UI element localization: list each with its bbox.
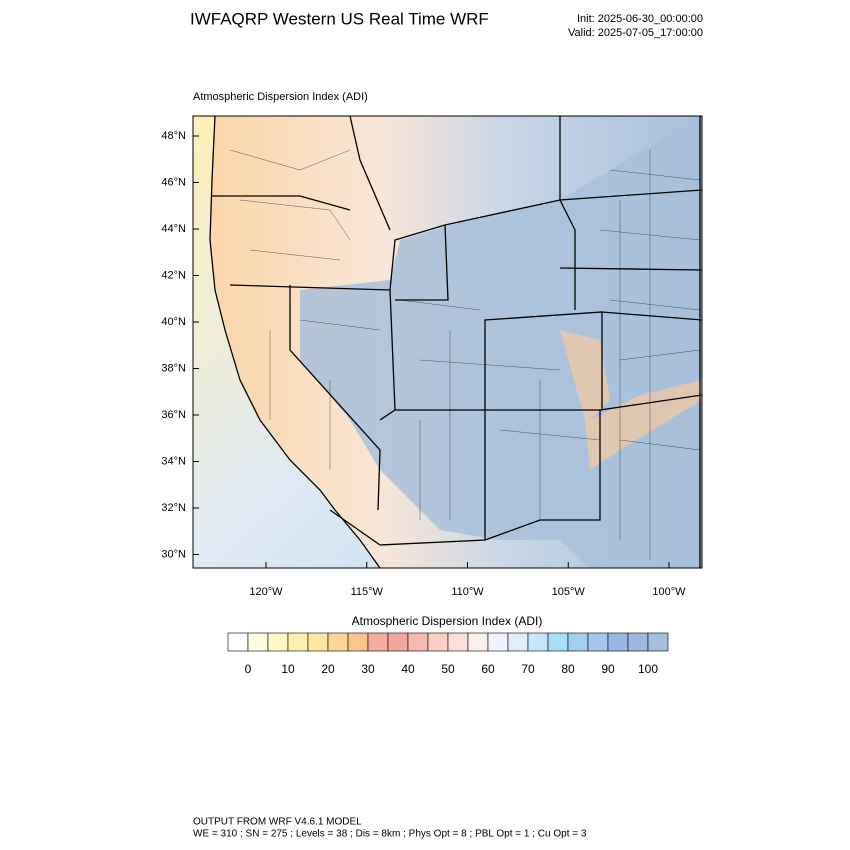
footer-line: WE = 310 ; SN = 275 ; Levels = 38 ; Dis … (193, 829, 587, 840)
colorbar-tick-label: 100 (638, 662, 658, 676)
init-time: Init: 2025-06-30_00:00:00 (577, 13, 703, 25)
colorbar-tick-label: 50 (441, 662, 455, 676)
colorbar-tick-label: 40 (401, 662, 415, 676)
map-frame (192, 115, 703, 569)
valid-time: Valid: 2025-07-05_17:00:00 (568, 27, 703, 39)
lon-label: 115°W (351, 586, 384, 598)
colorbar-tick-label: 70 (521, 662, 535, 676)
colorbar-tick-label: 30 (361, 662, 375, 676)
map-title: Atmospheric Dispersion Index (ADI) (193, 91, 368, 103)
lon-label: 110°W (451, 586, 484, 598)
lat-label: 34°N (161, 455, 186, 467)
lon-label: 105°W (552, 586, 586, 598)
colorbar-box (267, 632, 289, 652)
colorbar-box (647, 632, 669, 652)
colorbar-box (587, 632, 609, 652)
lon-label: 120°W (249, 586, 283, 598)
colorbar-box (467, 632, 489, 652)
colorbar: 0 10 20 30 40 50 60 70 80 90 100 (227, 632, 669, 676)
colorbar-box (327, 632, 349, 652)
footer-line: OUTPUT FROM WRF V4.6.1 MODEL (193, 817, 362, 828)
lat-label: 48°N (161, 130, 186, 142)
lat-label: 36°N (161, 409, 186, 421)
colorbar-box (487, 632, 509, 652)
lon-label: 100°W (652, 586, 686, 598)
lat-label: 46°N (161, 176, 186, 188)
lat-label: 42°N (161, 269, 186, 281)
colorbar-box (347, 632, 369, 652)
colorbar-box (607, 632, 629, 652)
colorbar-tick-label: 20 (321, 662, 335, 676)
colorbar-tick-label: 0 (245, 662, 252, 676)
lat-label: 44°N (161, 223, 186, 235)
colorbar-box (567, 632, 589, 652)
lat-label: 30°N (161, 548, 186, 560)
colorbar-box (367, 632, 389, 652)
colorbar-box (627, 632, 649, 652)
colorbar-box (247, 632, 269, 652)
colorbar-box (387, 632, 409, 652)
lat-label: 38°N (161, 362, 186, 374)
lat-label: 32°N (161, 502, 186, 514)
map (192, 115, 703, 569)
lat-label: 40°N (161, 316, 186, 328)
colorbar-box (307, 632, 329, 652)
colorbar-box (407, 632, 429, 652)
colorbar-tick-label: 10 (281, 662, 295, 676)
colorbar-tick-label: 90 (601, 662, 615, 676)
colorbar-tick-label: 60 (481, 662, 495, 676)
colorbar-box (227, 632, 249, 652)
low-adi-band (560, 330, 702, 470)
colorbar-tick-label: 80 (561, 662, 575, 676)
title: IWFAQRP Western US Real Time WRF (190, 9, 489, 28)
colorbar-box (427, 632, 449, 652)
colorbar-box (507, 632, 529, 652)
colorbar-title: Atmospheric Dispersion Index (ADI) (352, 614, 543, 628)
colorbar-box (287, 632, 309, 652)
colorbar-box (527, 632, 549, 652)
colorbar-box (447, 632, 469, 652)
colorbar-box (547, 632, 569, 652)
